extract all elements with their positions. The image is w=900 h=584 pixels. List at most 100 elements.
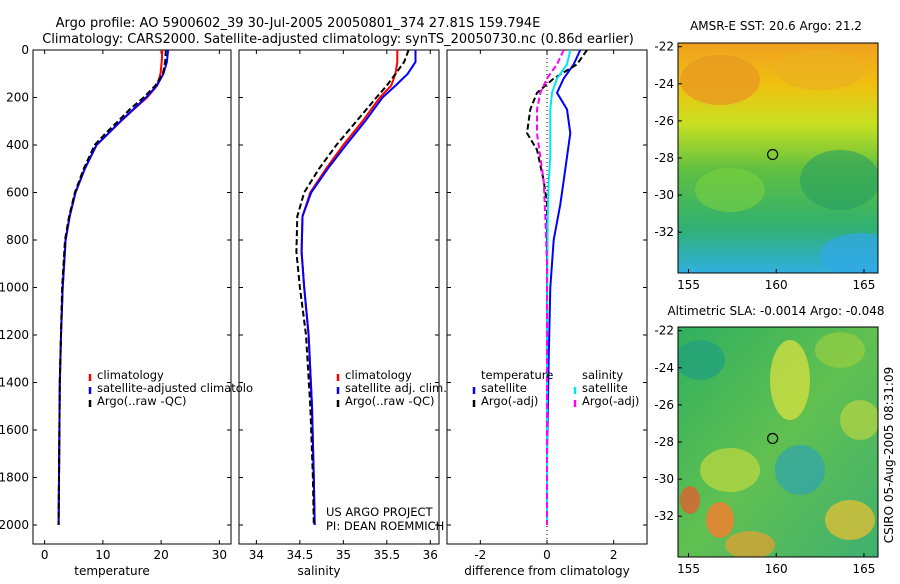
legend-climatology: climatology [345,368,412,382]
y-tick-label: 1400 [0,376,29,390]
temperature-panel-frame [32,49,232,545]
sla-high-patch [680,486,700,514]
map-x-tick-label: 155 [677,562,700,576]
legend-temp-argo: Argo(-adj) [481,394,538,408]
series-line-salinity-argo-adj- [536,49,565,525]
y-tick-label: 1800 [0,471,29,485]
sla-high-patch [706,502,734,538]
map-y-tick-label: -22 [654,40,674,54]
map-y-tick-label: -28 [654,435,674,449]
figure-title-line1: Argo profile: AO 5900602_39 30-Jul-2005 … [56,16,541,31]
y-tick-label: 0 [21,43,29,57]
map-y-tick-label: -32 [654,225,674,239]
y-tick-label: 1600 [0,423,29,437]
y-tick-label: 1200 [0,328,29,342]
series-line-climatology [300,50,399,526]
sst-warm-patch [775,50,865,90]
sla-map-axes: 155 160 165 -22 -24 -26 -28 -30 -32 [654,324,875,576]
series-line-satellite-adjusted-climatolo [57,49,170,526]
x-axis-label: difference from climatology [464,564,630,578]
x-tick-label: 2 [610,548,618,562]
sst-cool-patch [800,150,878,210]
legend-argo: Argo(..raw -QC) [345,394,435,408]
x-tick-label: 35.5 [373,548,400,562]
legend-sal-argo: Argo(-adj) [582,394,639,408]
sla-map-image [678,327,878,557]
map-x-tick-label: 160 [765,278,788,292]
y-tick-label: 2000 [0,518,29,532]
argo-float-marker [767,432,779,445]
x-tick-label: 0 [41,548,49,562]
y-tick-label: 1000 [0,281,29,295]
legend-argo: Argo(..raw -QC) [97,394,187,408]
sst-map-title: AMSR-E SST: 20.6 Argo: 21.2 [690,19,862,33]
x-tick-label: 35 [336,548,351,562]
sla-low-patch [678,340,725,380]
series-line-satellite-adj-clim- [300,50,417,526]
sst-map-image [678,43,878,273]
x-axis-label: temperature [74,564,149,578]
map-x-tick-label: 160 [765,562,788,576]
y-tick-label: 600 [6,186,29,200]
legend-temperature-heading: temperature [481,368,553,382]
x-tick-label: 36 [423,548,438,562]
x-tick-label: 0 [543,548,551,562]
difference-panel: -2 0 2 difference from climatology [447,49,647,578]
sla-patch [840,400,878,440]
temperature-legend: climatology satellite-adjusted climatolo… [88,368,253,408]
sst-map-axes: 155 160 165 -22 -24 -26 -28 -30 -32 [654,40,875,292]
salinity-panel-frame [238,49,440,545]
map-x-tick-label: 165 [853,562,876,576]
legend-temp-satellite: satellite [481,381,527,395]
map-y-tick-label: -28 [654,151,674,165]
timestamp-label: CSIRO 05-Aug-2005 08:31:09 [882,367,896,543]
legend-satellite: satellite adj. clim. [345,381,447,395]
x-axis-label: salinity [297,564,340,578]
sst-cool-patch [820,233,878,273]
map-x-tick-label: 165 [853,278,876,292]
map-y-tick-label: -30 [654,472,674,486]
project-label: US ARGO PROJECT [326,505,434,519]
legend-salinity-heading: salinity [582,368,623,382]
sla-high-patch [700,448,760,492]
y-tick-label: 800 [6,233,29,247]
series-line-climatology [57,49,164,526]
figure-title-line2: Climatology: CARS2000. Satellite-adjuste… [42,32,634,47]
x-tick-label: 10 [95,548,110,562]
series-line-argo-raw-qc- [57,49,167,526]
map-y-tick-label: -24 [654,77,674,91]
sla-patch [815,332,865,368]
map-y-tick-label: -26 [654,114,674,128]
y-tick-label: 200 [6,91,29,105]
map-y-tick-label: -24 [654,361,674,375]
salinity-panel: 34 34.5 35 35.5 36 salinity [239,49,439,578]
series-line-temperature-satellite [546,49,582,525]
sla-low-patch [775,445,825,495]
sla-high-patch [825,500,875,540]
legend-sal-satellite: satellite [582,381,628,395]
legend-climatology: climatology [97,368,164,382]
salinity-legend: climatology satellite adj. clim. Argo(..… [336,368,447,408]
x-tick-label: 34.5 [287,548,314,562]
map-x-tick-label: 155 [677,278,700,292]
x-tick-label: 34 [249,548,264,562]
difference-legend: temperature satellite Argo(-adj) salinit… [472,368,639,408]
map-y-tick-label: -30 [654,188,674,202]
sla-high-patch [725,531,775,557]
sla-map-title: Altimetric SLA: -0.0014 Argo: -0.048 [667,304,884,318]
series-line-argo-raw-qc- [295,49,410,526]
x-tick-label: 20 [153,548,168,562]
sst-patch [695,168,765,212]
legend-satellite: satellite-adjusted climatolo [97,381,253,395]
map-y-tick-label: -22 [654,324,674,338]
pi-label: PI: DEAN ROEMMICH [326,519,444,533]
sla-high-patch [770,340,810,420]
map-y-tick-label: -32 [654,509,674,523]
temperature-panel: 0 200 400 600 800 1000 1200 1400 1600 1800 2000 0 10… [0,43,231,578]
x-tick-label: 30 [212,548,227,562]
map-y-tick-label: -26 [654,398,674,412]
x-tick-label: -2 [474,548,486,562]
argo-float-marker [767,148,779,161]
